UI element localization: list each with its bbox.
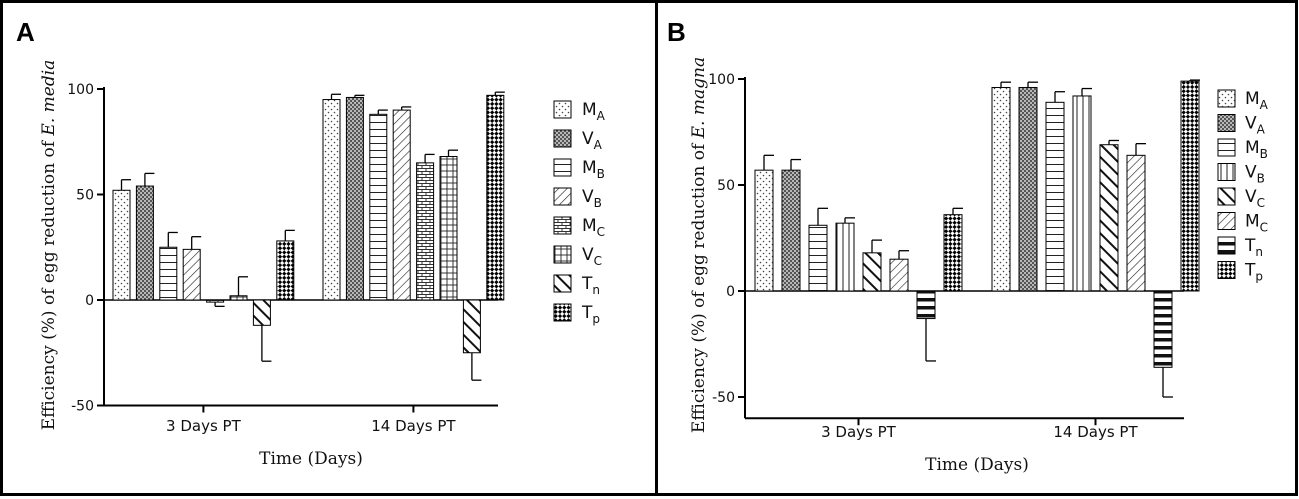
panel-a-y-tick-label: 0	[85, 293, 94, 309]
panel-b-legend-label-MC: MC	[1245, 212, 1268, 235]
panel-b-bar-MC-1	[889, 258, 909, 292]
panel-b-x-axis-title: Time (Days)	[925, 455, 1029, 475]
panel-b-legend-label-Tn: Tn	[1244, 236, 1263, 259]
panel-a-y-tick-label: 50	[76, 188, 94, 204]
panel-b-legend-label-VB: VB	[1245, 163, 1265, 186]
panel-b-legend-swatch-MA	[1217, 89, 1236, 108]
panel-a-bar-MA-2	[322, 99, 341, 301]
panel-a-bar-VC-2	[439, 156, 458, 301]
panel-a-bar-MA-1	[112, 189, 131, 301]
panel-a-legend-swatch-MC	[553, 216, 572, 235]
panel-a-legend-swatch-VA	[553, 129, 572, 148]
panel-b-bar-Tn-1	[916, 290, 936, 320]
panel-b-bar-MB-1	[808, 224, 828, 292]
panel-b-label: B	[667, 17, 686, 47]
panel-b-bar-VC-2	[1099, 144, 1119, 292]
panel-a-legend-swatch-MB	[553, 158, 572, 177]
panel-a-bar-Tp-2	[486, 94, 505, 301]
panel-b: B Efficiency (%) of egg reduction of E. …	[667, 17, 1269, 475]
panel-a-bar-MC-1	[206, 299, 225, 303]
panel-a-y-axis-title-species: E. media	[39, 60, 59, 137]
panel-b-bar-MB-2	[1045, 101, 1065, 292]
panel-b-y-axis-title-species: E. magna	[689, 57, 709, 139]
panel-a-bar-Tp-1	[276, 240, 295, 301]
panel-a-category-label: 3 Days PT	[166, 417, 242, 435]
panel-b-bar-MA-1	[754, 169, 774, 292]
panel-a-legend-label-MC: MC	[582, 216, 605, 239]
panel-a-bar-MB-2	[369, 113, 388, 301]
panel-b-legend-swatch-VA	[1217, 114, 1236, 132]
panel-b-category-label: 14 Days PT	[1053, 423, 1138, 441]
panel-b-bar-MC-2	[1126, 154, 1146, 292]
panel-b-bar-VB-2	[1072, 95, 1092, 292]
panel-b-bar-VB-1	[835, 222, 855, 292]
panel-a-y-axis-title: Efficiency (%) of egg reduction of E. me…	[39, 60, 59, 431]
panel-b-legend-label-Tp: Tp	[1244, 261, 1263, 284]
panel-b-y-axis-title: Efficiency (%) of egg reduction of E. ma…	[689, 57, 709, 433]
panel-b-bar-VA-2	[1018, 86, 1038, 292]
panel-b-legend-label-VC: VC	[1245, 187, 1265, 210]
panel-a-legend-label-MB: MB	[582, 158, 605, 181]
panel-b-legend-label-MA: MA	[1245, 89, 1269, 112]
panel-b-bar-Tp-1	[943, 214, 963, 292]
panel-b-legend-label-MB: MB	[1245, 138, 1268, 161]
panel-a-legend-label-VC: VC	[582, 245, 602, 268]
panel-a-bar-VC-1	[229, 295, 248, 301]
panel-b-legend-swatch-Tp	[1217, 261, 1236, 279]
panel-b-y-axis-title-prefix: Efficiency (%) of egg reduction of	[689, 138, 709, 433]
panel-a-legend-swatch-MA	[553, 100, 572, 119]
panel-a-legend-label-Tn: Tn	[581, 274, 600, 297]
panel-b-legend-swatch-VB	[1217, 163, 1236, 181]
panel-b-category-label: 3 Days PT	[821, 423, 897, 441]
panel-a-legend-label-Tp: Tp	[581, 303, 600, 326]
panel-b-y-tick-label: 0	[726, 284, 735, 300]
panel-a-bar-MC-2	[416, 162, 435, 301]
panel-a-category-label: 14 Days PT	[371, 417, 456, 435]
panel-b-legend-swatch-VC	[1217, 187, 1236, 206]
panel-b-y-tick-label: 100	[708, 72, 735, 88]
panel-b-legend-swatch-MB	[1217, 138, 1236, 157]
panel-a-y-tick-label: 100	[67, 82, 94, 98]
panel-b-y-tick-label: 50	[717, 178, 735, 194]
panel-a-bar-VA-1	[135, 185, 154, 301]
panel-a-legend-label-MA: MA	[582, 100, 606, 123]
panel-a-y-tick-label: -50	[71, 399, 94, 415]
panel-a-y-axis-title-prefix: Efficiency (%) of egg reduction of	[39, 136, 59, 431]
panel-a-legend-label-VA: VA	[582, 129, 603, 152]
panel-a-bar-VA-2	[345, 96, 364, 301]
panel-b-legend-swatch-MC	[1217, 212, 1236, 230]
panel-b-legend-swatch-Tn	[1217, 236, 1236, 255]
panel-b-bar-Tp-2	[1180, 80, 1200, 292]
panel-a: A Efficiency (%) of egg reduction of E. …	[16, 17, 606, 469]
panel-a-bar-MB-1	[159, 246, 178, 301]
panel-a-bar-Tn-1	[252, 299, 271, 326]
panel-b-legend-label-VA: VA	[1245, 114, 1266, 137]
panel-b-bar-VC-1	[862, 252, 882, 292]
panel-b-frame	[655, 0, 1298, 496]
panel-a-legend-swatch-Tn	[553, 274, 572, 293]
panel-a-x-axis-title: Time (Days)	[259, 449, 363, 469]
panel-a-label: A	[16, 17, 35, 47]
panel-b-y-tick-label: -50	[712, 390, 735, 406]
panel-b-bar-VA-1	[781, 169, 801, 292]
panel-b-bar-MA-2	[991, 86, 1011, 292]
panel-a-legend-label-VB: VB	[582, 187, 602, 210]
panel-a-legend-swatch-VC	[553, 245, 572, 264]
panel-a-legend-swatch-VB	[553, 187, 572, 206]
panel-a-bar-VB-1	[182, 248, 201, 301]
panel-a-legend-swatch-Tp	[553, 303, 572, 322]
panel-a-bar-Tn-2	[462, 299, 481, 354]
panel-b-bar-Tn-2	[1153, 290, 1173, 368]
panel-a-bar-VB-2	[392, 109, 411, 301]
